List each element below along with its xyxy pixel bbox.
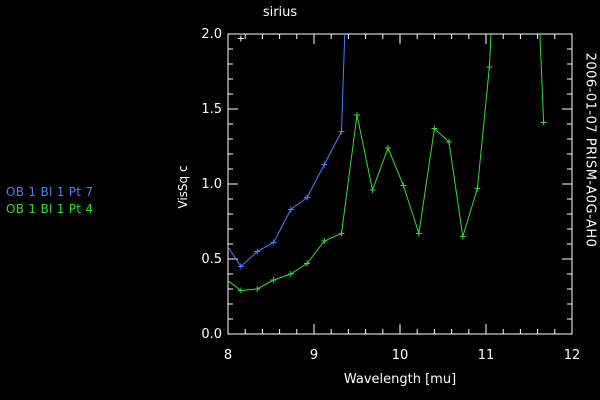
x-tick-label: 12 bbox=[564, 348, 581, 363]
data-point-marker bbox=[369, 187, 376, 193]
data-point-marker bbox=[270, 239, 277, 246]
data-point-marker bbox=[446, 139, 453, 145]
annotation-plus-marker bbox=[237, 35, 244, 42]
data-point-marker bbox=[304, 194, 311, 201]
data-point-marker bbox=[540, 119, 547, 126]
plot-frame bbox=[227, 33, 573, 335]
data-point-marker bbox=[321, 161, 328, 168]
data-point-marker bbox=[354, 112, 360, 118]
data-point-marker bbox=[474, 185, 481, 192]
side-label: 2006-01-07 PRISM-A0G-AH0 bbox=[582, 52, 598, 248]
data-point-marker bbox=[431, 125, 438, 132]
data-point-marker bbox=[287, 206, 294, 213]
data-point-marker bbox=[384, 145, 391, 151]
x-tick-label: 10 bbox=[392, 348, 409, 363]
data-point-marker bbox=[459, 233, 466, 240]
x-tick-label: 8 bbox=[224, 348, 232, 363]
data-point-marker bbox=[254, 248, 261, 255]
y-tick-label: 1.0 bbox=[201, 177, 222, 192]
series-line-0 bbox=[228, 34, 346, 268]
y-tick-label: 1.5 bbox=[201, 102, 222, 117]
y-tick-label: 0.5 bbox=[201, 252, 222, 267]
data-point-marker bbox=[237, 263, 244, 270]
data-point-marker bbox=[415, 230, 422, 237]
legend-entry-pt7: OB 1 Bl 1 Pt 7 bbox=[6, 185, 94, 199]
y-tick-label: 0.0 bbox=[201, 327, 222, 342]
x-axis-label: Wavelength [mu] bbox=[344, 372, 456, 387]
x-tick-label: 9 bbox=[310, 348, 318, 363]
y-tick-label: 2.0 bbox=[201, 27, 222, 42]
data-point-marker bbox=[304, 260, 311, 267]
data-point-marker bbox=[486, 64, 493, 70]
data-point-marker bbox=[338, 230, 345, 237]
data-point-marker bbox=[338, 128, 345, 135]
series-line-1 bbox=[228, 34, 545, 292]
data-point-marker bbox=[237, 287, 244, 294]
chart-title: sirius bbox=[263, 5, 298, 20]
data-point-marker bbox=[254, 286, 261, 292]
x-tick-label: 11 bbox=[478, 348, 495, 363]
data-point-marker bbox=[400, 182, 407, 189]
data-point-marker bbox=[287, 271, 294, 277]
y-axis-label: VisSq c bbox=[176, 165, 190, 209]
data-point-marker bbox=[270, 277, 277, 283]
data-point-marker bbox=[321, 238, 328, 244]
legend-entry-pt4: OB 1 Bl 1 Pt 4 bbox=[6, 202, 94, 216]
